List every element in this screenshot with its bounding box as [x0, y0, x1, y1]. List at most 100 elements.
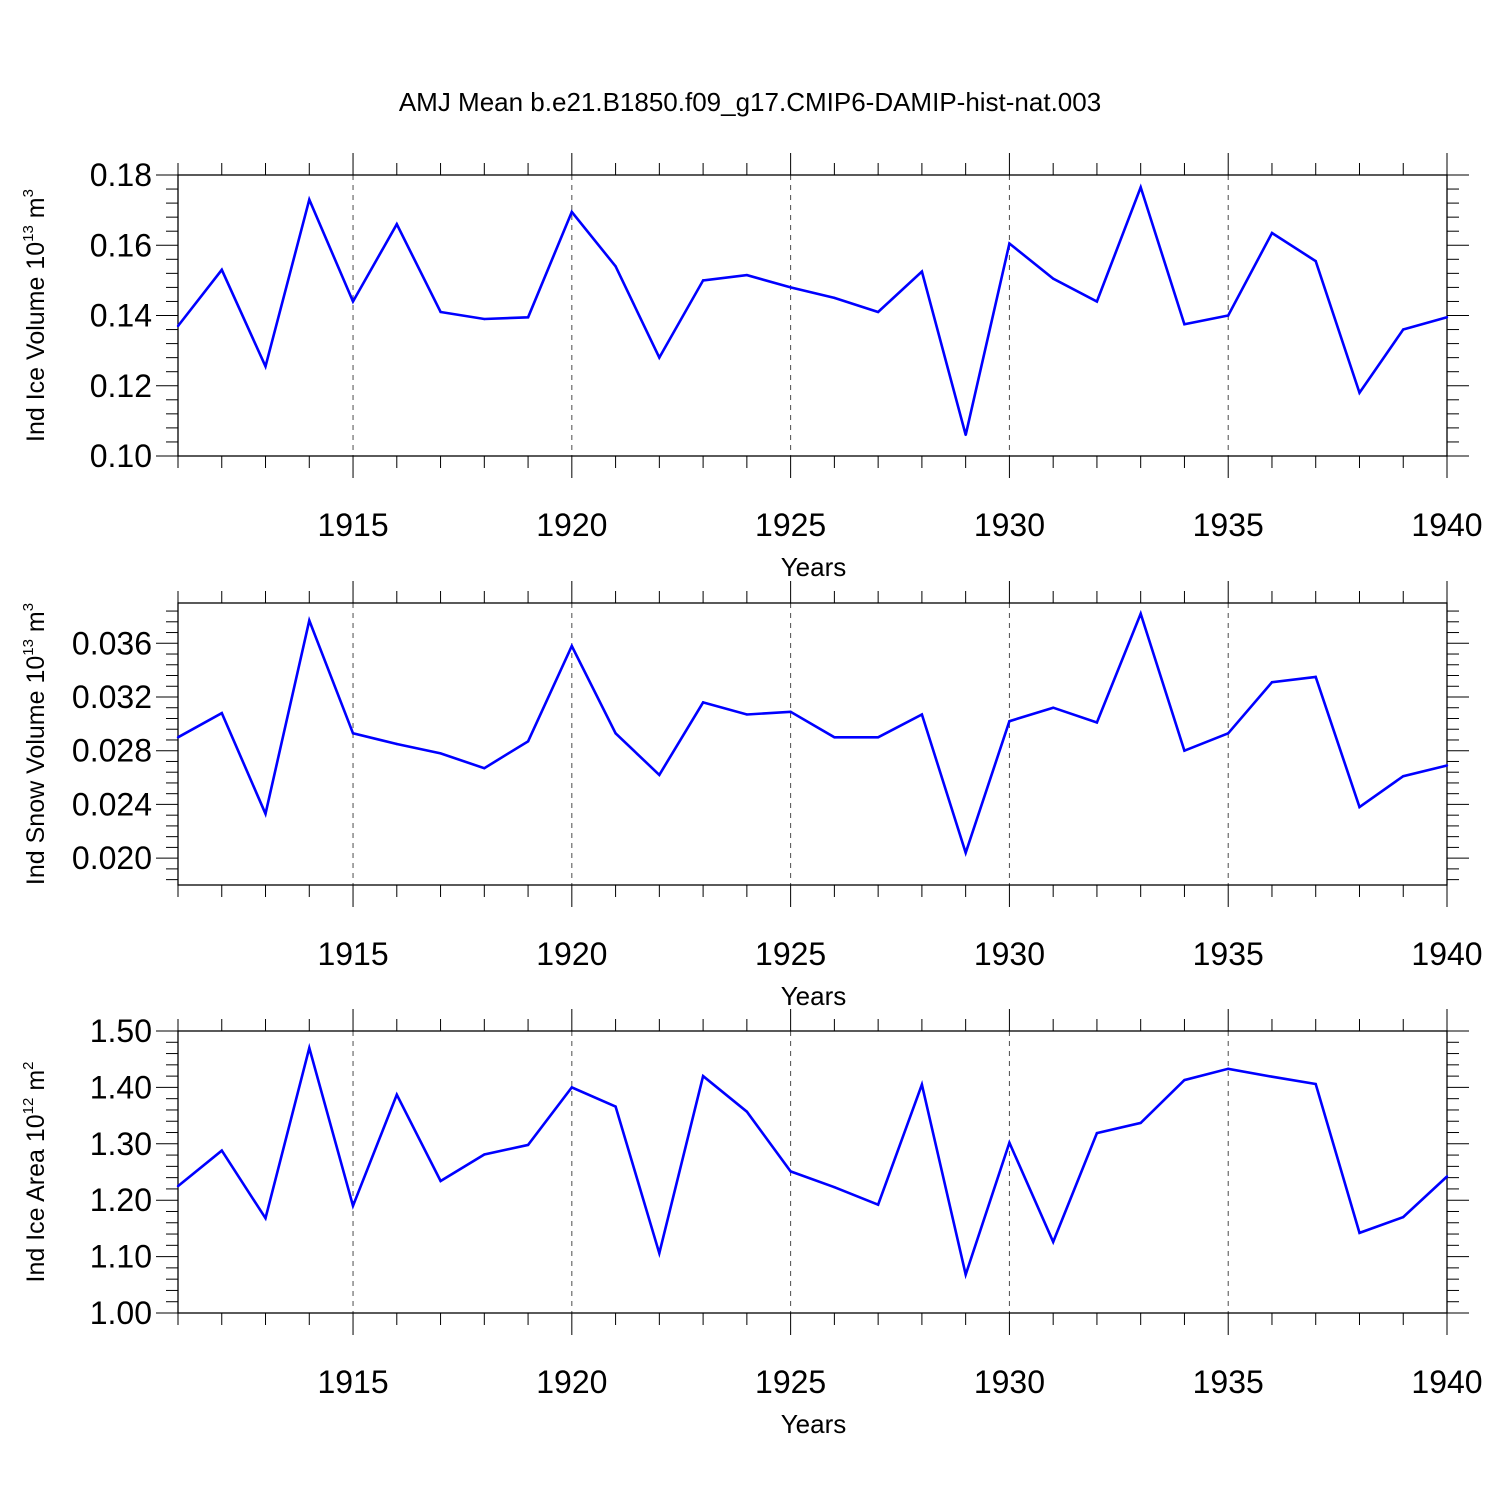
y-axis-label-unit-exponent: 3 [20, 189, 37, 197]
y-axis-label-text: Ind Snow Volume 10 [22, 656, 50, 885]
data-point [1008, 1141, 1011, 1144]
data-point [1402, 1215, 1405, 1219]
data-point [1358, 391, 1361, 394]
data-point [308, 1046, 311, 1050]
data-point [701, 279, 705, 282]
x-axis-label: Years [781, 552, 847, 582]
x-tick-label: 1935 [1193, 507, 1264, 543]
x-tick-label: 1925 [755, 936, 826, 972]
data-point [964, 851, 967, 854]
data-point [658, 773, 661, 777]
data-point [264, 1217, 267, 1220]
y-tick-label: 1.00 [90, 1295, 152, 1331]
y-tick-label: 0.036 [72, 625, 152, 661]
data-point [264, 812, 267, 816]
data-point [351, 732, 355, 735]
y-axis-label: Ind Snow Volume 1013 m3 [20, 603, 50, 885]
data-point [1139, 186, 1142, 189]
data-point [658, 1252, 661, 1255]
data-point [1314, 675, 1317, 679]
y-axis-label-unit: m [22, 611, 50, 639]
y-axis-label-exponent: 13 [20, 225, 37, 242]
data-point [439, 310, 442, 314]
y-tick-label: 0.16 [90, 227, 152, 263]
x-tick-label: 1935 [1193, 1364, 1264, 1400]
data-point [439, 752, 442, 755]
data-point [876, 1203, 880, 1206]
data-point [1008, 719, 1011, 723]
data-point [526, 740, 530, 743]
data-point [920, 713, 924, 716]
y-tick-label: 0.18 [90, 157, 152, 193]
data-point [1402, 328, 1405, 331]
series-line [177, 1042, 1448, 1280]
data-point [176, 736, 180, 739]
y-axis-label-exponent: 12 [20, 1098, 37, 1115]
panel-2: 0.020 0.024 0.028 0.032 0.036 1915 1920 1925 193… [20, 581, 1483, 1011]
data-point [1402, 775, 1405, 778]
data-point [1314, 1082, 1317, 1086]
x-tick-label: 1920 [536, 936, 607, 972]
data-point [351, 1204, 355, 1208]
x-tick-label: 1920 [536, 1364, 607, 1400]
data-point [395, 742, 398, 746]
data-point [833, 736, 836, 739]
data-point [220, 711, 223, 715]
y-tick-label: 1.10 [90, 1239, 152, 1275]
data-point [1270, 231, 1274, 235]
y-axis-label-unit-exponent: 2 [20, 1062, 37, 1070]
data-point [789, 286, 792, 289]
data-point [526, 316, 530, 319]
data-point [264, 365, 267, 368]
data-point [1183, 323, 1186, 326]
data-point [920, 1083, 924, 1086]
x-tick-label: 1915 [317, 1364, 388, 1400]
y-axis-label: Ind Ice Area 1012 m2 [20, 1062, 50, 1283]
data-point [483, 317, 486, 321]
data-point [1358, 805, 1361, 809]
data-point [176, 324, 180, 328]
y-tick-label: 1.40 [90, 1069, 152, 1105]
y-tick-label: 1.50 [90, 1013, 152, 1049]
data-point [570, 1086, 574, 1089]
x-tick-label: 1930 [974, 507, 1045, 543]
data-point [745, 273, 749, 277]
y-tick-label: 1.30 [90, 1126, 152, 1162]
y-tick-label: 0.10 [90, 438, 152, 474]
panel-1: 0.10 0.12 0.14 0.16 0.18 1915 1920 1925 1930 1935… [20, 153, 1483, 582]
plot-frame [177, 602, 1448, 886]
data-point [1051, 277, 1055, 280]
data-point [1445, 764, 1449, 767]
y-tick-label: 1.20 [90, 1182, 152, 1218]
data-point [833, 296, 836, 300]
y-axis-label-unit: m [22, 1070, 50, 1098]
y-tick-label: 0.020 [72, 840, 152, 876]
data-point [614, 1105, 617, 1108]
data-point [1183, 749, 1186, 752]
data-point [1095, 721, 1099, 724]
series-line [176, 183, 1448, 436]
x-tick-label: 1935 [1193, 936, 1264, 972]
panel-3: 1.00 1.10 1.20 1.30 1.40 1.50 1915 1920 1925 1930… [20, 1009, 1483, 1439]
y-axis-label-text: Ind Ice Area 10 [22, 1114, 50, 1282]
data-point [439, 1179, 442, 1183]
data-point [1139, 1121, 1142, 1125]
data-point [308, 619, 311, 622]
data-point [1051, 706, 1055, 709]
plot-frame [177, 174, 1448, 457]
data-point [1008, 242, 1011, 245]
chart-title: AMJ Mean b.e21.B1850.f09_g17.CMIP6-DAMIP… [399, 87, 1101, 117]
x-tick-label: 1940 [1411, 507, 1482, 543]
data-point [1445, 316, 1449, 319]
data-point [1445, 1175, 1449, 1178]
data-point [351, 300, 355, 303]
data-point [1314, 259, 1317, 263]
y-tick-label: 0.028 [72, 733, 152, 769]
data-point [1358, 1231, 1361, 1235]
x-tick-label: 1915 [317, 936, 388, 972]
data-point [1139, 612, 1142, 615]
data-point [570, 210, 574, 214]
y-axis-label-unit: m [22, 197, 50, 225]
y-axis-label-unit-exponent: 3 [20, 603, 37, 611]
